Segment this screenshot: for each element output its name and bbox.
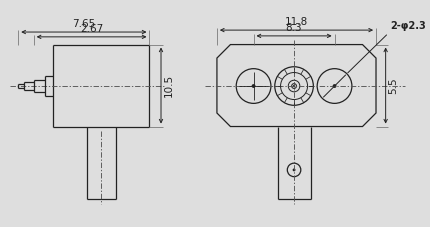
Text: 5.5: 5.5 [389, 77, 399, 94]
Text: 8.3: 8.3 [286, 23, 302, 33]
Text: 11.8: 11.8 [285, 17, 308, 27]
Circle shape [333, 84, 337, 88]
Text: 7.65: 7.65 [72, 19, 95, 29]
Circle shape [292, 168, 295, 171]
Circle shape [252, 84, 255, 88]
Text: 10.5: 10.5 [164, 74, 174, 97]
Text: 2.67: 2.67 [80, 24, 103, 34]
Circle shape [293, 85, 295, 87]
Text: 2-φ2.3: 2-φ2.3 [390, 21, 426, 31]
